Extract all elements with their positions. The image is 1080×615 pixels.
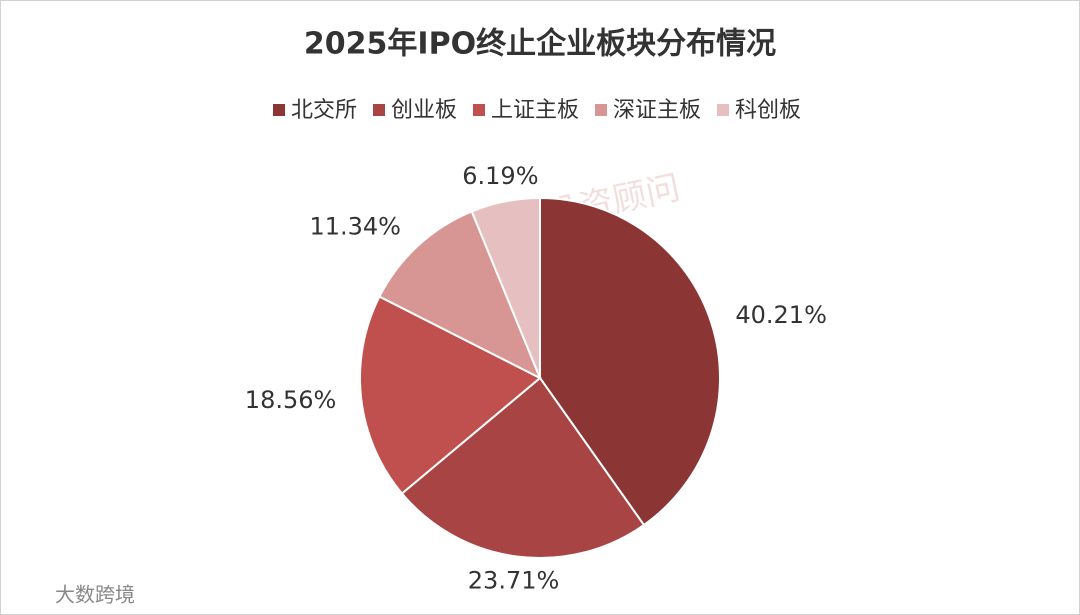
legend-label: 深证主板 [613,98,701,123]
legend-swatch [595,104,607,116]
pie-slice [539,196,721,527]
legend-swatch [473,104,485,116]
pie-slice [359,295,542,495]
watermark: 大数跨境 [55,583,135,607]
pie-slice [400,376,646,559]
data-label: 6.19% [462,162,538,190]
pie-slice [470,196,541,379]
legend-label: 创业板 [391,98,457,123]
legend-swatch [717,104,729,116]
legend-label: 上证主板 [491,98,579,123]
data-label: 18.56% [245,386,337,414]
legend-swatch [373,104,385,116]
data-label: 40.21% [735,301,827,329]
legend-swatch [273,104,285,116]
legend-label: 北交所 [291,98,357,123]
chart-title: 2025年IPO终止企业板块分布情况 [304,27,776,62]
legend-label: 科创板 [735,98,801,123]
data-label: 23.71% [468,566,560,594]
data-label: 11.34% [309,212,401,240]
pie-slice [378,210,542,381]
